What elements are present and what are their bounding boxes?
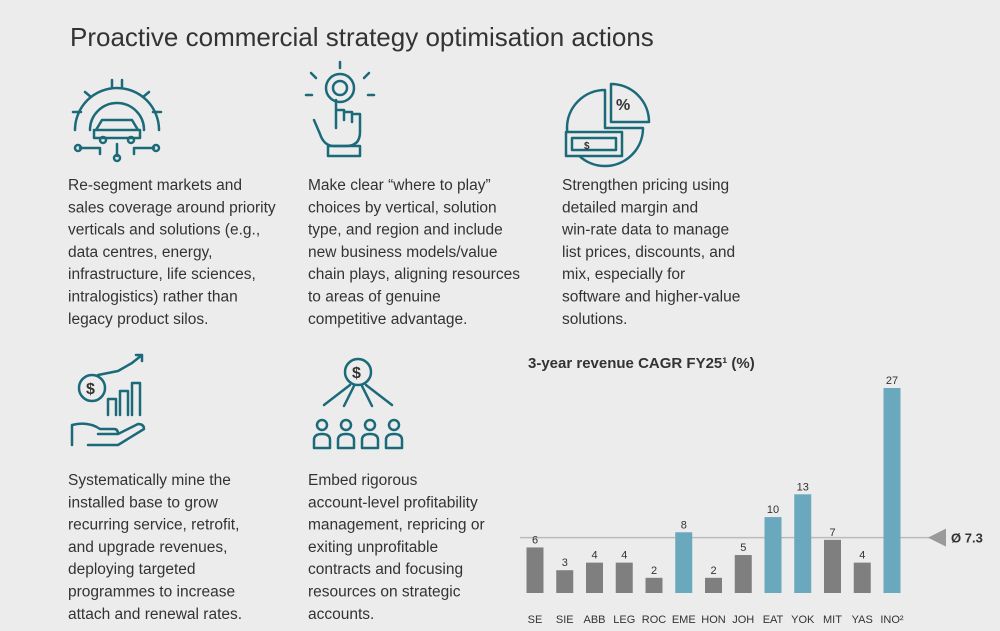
svg-text:$: $ xyxy=(584,141,590,152)
chart-title: 3-year revenue CAGR FY25¹ (%) xyxy=(528,355,755,372)
card-text-line: competitive advantage. xyxy=(308,311,467,328)
svg-text:$: $ xyxy=(86,381,95,398)
value-label: 27 xyxy=(886,375,898,387)
card-text-line: Strengthen pricing using xyxy=(562,177,729,194)
card-text-line: sales coverage around priority xyxy=(68,199,276,216)
card-text-line: type, and region and include xyxy=(308,222,503,239)
x-tick-label: HON xyxy=(701,614,726,626)
value-label: 3 xyxy=(562,557,568,569)
value-label: 4 xyxy=(859,550,865,562)
x-tick-label: EAT xyxy=(763,614,784,626)
icon-dollar-people: $ xyxy=(312,357,404,450)
bar xyxy=(556,570,574,593)
value-label: 10 xyxy=(767,504,779,516)
card-text-line: account-level profitability xyxy=(308,494,478,511)
bar xyxy=(645,577,663,593)
x-tick-label: LEG xyxy=(613,614,635,626)
card-text-line: chain plays, aligning resources xyxy=(308,266,520,283)
value-label: 5 xyxy=(740,542,746,554)
x-tick-label: EME xyxy=(672,614,696,626)
card-text-line: solutions. xyxy=(562,311,627,328)
average-marker xyxy=(928,528,946,547)
card-text-line: installed base to grow xyxy=(68,494,219,511)
card-text-line: software and higher-value xyxy=(562,289,740,306)
page-title: Proactive commercial strategy optimisati… xyxy=(70,22,654,52)
card-text-line: Embed rigorous xyxy=(308,472,418,489)
card-text-line: new business models/value xyxy=(308,244,498,261)
card-text-line: Make clear “where to play” xyxy=(308,177,491,194)
card-text-line: contracts and focusing xyxy=(308,561,463,578)
x-tick-label: MIT xyxy=(823,614,842,626)
value-label: 13 xyxy=(797,481,809,493)
card-text-line: programmes to increase xyxy=(68,584,235,601)
card-text-line: management, repricing or xyxy=(308,517,485,534)
value-label: 4 xyxy=(591,550,597,562)
card-text-line: legacy product silos. xyxy=(68,311,208,328)
x-tick-label: ROC xyxy=(642,614,667,626)
card-text-line: Systematically mine the xyxy=(68,472,231,489)
svg-text:$: $ xyxy=(352,365,361,382)
card-text-line: verticals and solutions (e.g., xyxy=(68,222,260,239)
card-text-line: choices by vertical, solution xyxy=(308,199,497,216)
card-text-line: data centres, energy, xyxy=(68,244,212,261)
bar xyxy=(675,532,693,593)
value-label: 7 xyxy=(829,527,835,539)
card-text-line: accounts. xyxy=(308,606,374,623)
card-text-line: list prices, discounts, and xyxy=(562,244,735,261)
x-tick-label: SIE xyxy=(556,614,574,626)
bar xyxy=(764,517,782,593)
bar xyxy=(824,539,841,593)
bar xyxy=(794,494,812,593)
icon-gear-car xyxy=(71,78,163,163)
card-text-line: detailed margin and xyxy=(562,199,698,216)
x-tick-label: SE xyxy=(528,614,543,626)
value-label: 4 xyxy=(621,550,627,562)
value-label: 2 xyxy=(710,565,716,577)
svg-text:%: % xyxy=(616,97,630,114)
x-tick-label: INO² xyxy=(880,614,904,626)
bar xyxy=(853,562,871,593)
card-text-line: win-rate data to manage xyxy=(561,222,729,239)
card-text-line: resources on strategic xyxy=(308,584,461,601)
x-tick-label: JOH xyxy=(732,614,754,626)
bar xyxy=(734,555,752,593)
card-text-line: mix, especially for xyxy=(562,266,685,283)
card-text-line: intralogistics) rather than xyxy=(68,289,238,306)
value-label: 6 xyxy=(532,534,538,546)
card-text-line: infrastructure, life sciences, xyxy=(68,266,256,283)
card-text-line: and upgrade revenues, xyxy=(68,539,227,556)
icon-pie-money: % $ xyxy=(564,82,651,168)
bar xyxy=(615,562,633,593)
x-tick-label: YOK xyxy=(791,614,815,626)
icon-hand-growth: $ xyxy=(70,353,146,447)
card-text-line: deploying targeted xyxy=(68,561,196,578)
average-label: Ø 7.3 xyxy=(951,531,983,546)
card-text-line: exiting unprofitable xyxy=(308,539,438,556)
value-label: 2 xyxy=(651,565,657,577)
bar xyxy=(883,388,901,593)
bar xyxy=(705,577,722,593)
icon-hand-touch xyxy=(304,60,376,158)
card-text-line: recurring service, retrofit, xyxy=(68,517,239,534)
x-tick-label: YAS xyxy=(852,614,873,626)
bar xyxy=(526,547,544,593)
value-label: 8 xyxy=(681,519,687,531)
card-text-line: to areas of genuine xyxy=(308,289,441,306)
x-tick-label: ABB xyxy=(583,614,605,626)
card-text-line: attach and renewal rates. xyxy=(68,606,242,623)
bar xyxy=(586,562,603,593)
card-text-line: Re-segment markets and xyxy=(68,177,242,194)
